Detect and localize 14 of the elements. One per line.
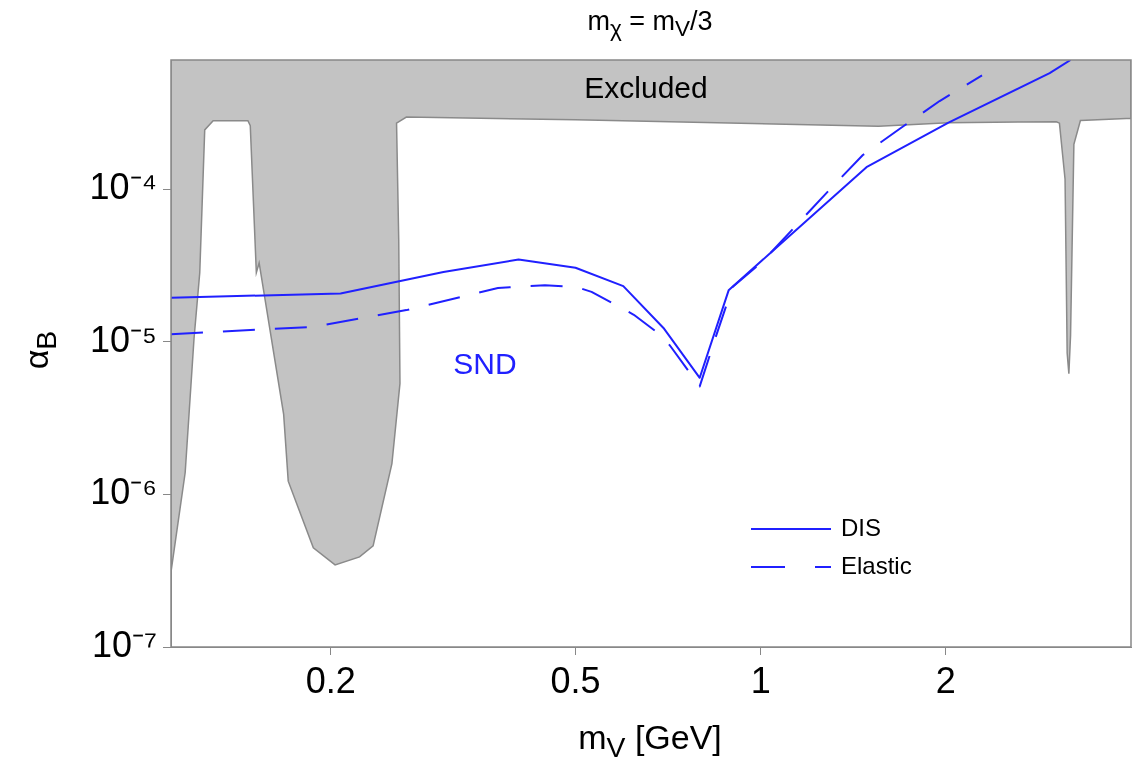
x-tick-label: 0.2 xyxy=(305,659,356,701)
chart-title: m$_{χ}$ = m$_{V}$/3 xyxy=(587,6,713,43)
x-tick-label: 0.5 xyxy=(550,659,601,701)
y-tick-label: 10⁻⁵ xyxy=(90,318,157,360)
series-label: Excluded xyxy=(584,71,708,105)
y-tick-label: 10⁻⁴ xyxy=(89,165,157,207)
legend-label: DIS xyxy=(841,513,882,541)
x-axis-title: m$_{V}$ [GeV] xyxy=(578,718,722,764)
x-tick-label: 1 xyxy=(750,659,771,701)
y-tick-label: 10⁻⁷ xyxy=(91,623,157,665)
y-tick-label: 10⁻⁶ xyxy=(90,471,157,513)
annotation: SND xyxy=(453,346,517,380)
x-tick-label: 2 xyxy=(935,659,956,701)
legend-label: Elastic xyxy=(841,551,912,579)
